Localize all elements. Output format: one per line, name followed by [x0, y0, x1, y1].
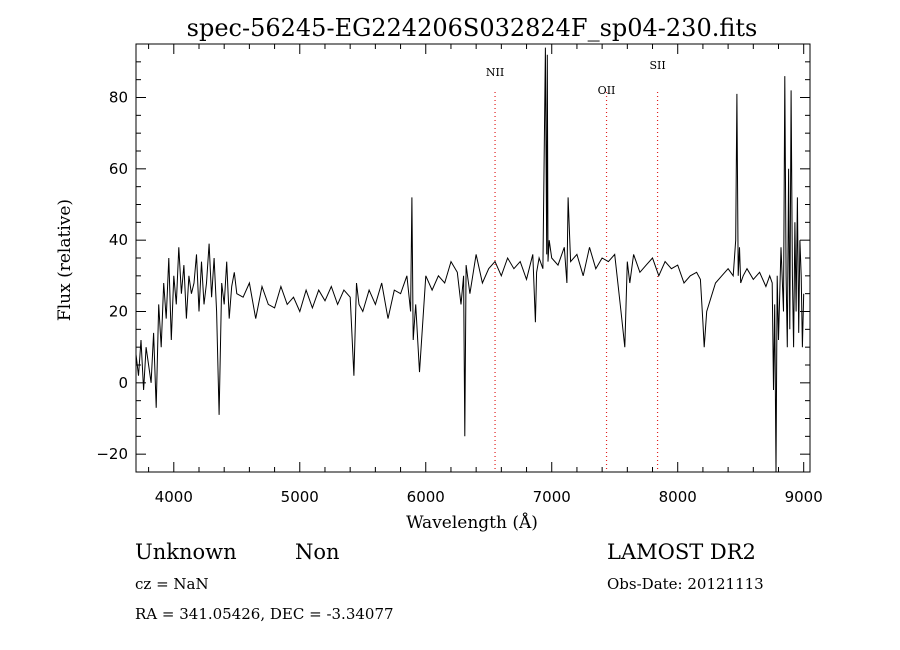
chart-title: spec-56245-EG224206S032824F_sp04-230.fit… — [187, 14, 758, 42]
y-tick-label: 0 — [118, 374, 128, 392]
x-tick-label: 6000 — [407, 488, 445, 506]
y-axis-label: Flux (relative) — [55, 199, 75, 321]
x-tick-label: 8000 — [659, 488, 697, 506]
y-tick-label: 80 — [109, 89, 128, 107]
x-tick-label: 7000 — [533, 488, 571, 506]
obs-date: Obs-Date: 20121113 — [607, 575, 764, 593]
x-tick-label: 5000 — [281, 488, 319, 506]
x-axis-label: Wavelength (Å) — [406, 512, 538, 533]
y-tick-label: 40 — [109, 231, 128, 249]
coordinates: RA = 341.05426, DEC = -3.34077 — [135, 605, 394, 623]
class-label: Unknown — [135, 540, 237, 564]
emission-label-oii: OII — [598, 84, 616, 97]
cz-value: cz = NaN — [135, 575, 209, 593]
x-tick-label: 9000 — [785, 488, 823, 506]
plot-frame — [135, 43, 811, 473]
x-tick-label: 4000 — [155, 488, 193, 506]
emission-line-markers: NII OII SII — [486, 59, 666, 472]
emission-label-sii: SII — [649, 59, 665, 72]
survey-label: LAMOST DR2 — [607, 540, 756, 564]
axis-ticks: 4000 5000 6000 7000 8000 9000 −20 0 20 40 60 80 — [96, 43, 823, 506]
spectrum-line — [135, 47, 805, 473]
y-tick-label: −20 — [96, 445, 128, 463]
plot-area: NII OII SII 4000 5000 6000 7000 8000 9000 −20 0 20… — [96, 43, 823, 506]
subclass-label: Non — [295, 540, 340, 564]
emission-label-nii: NII — [486, 66, 504, 79]
y-tick-label: 20 — [109, 303, 128, 321]
y-tick-label: 60 — [109, 160, 128, 178]
